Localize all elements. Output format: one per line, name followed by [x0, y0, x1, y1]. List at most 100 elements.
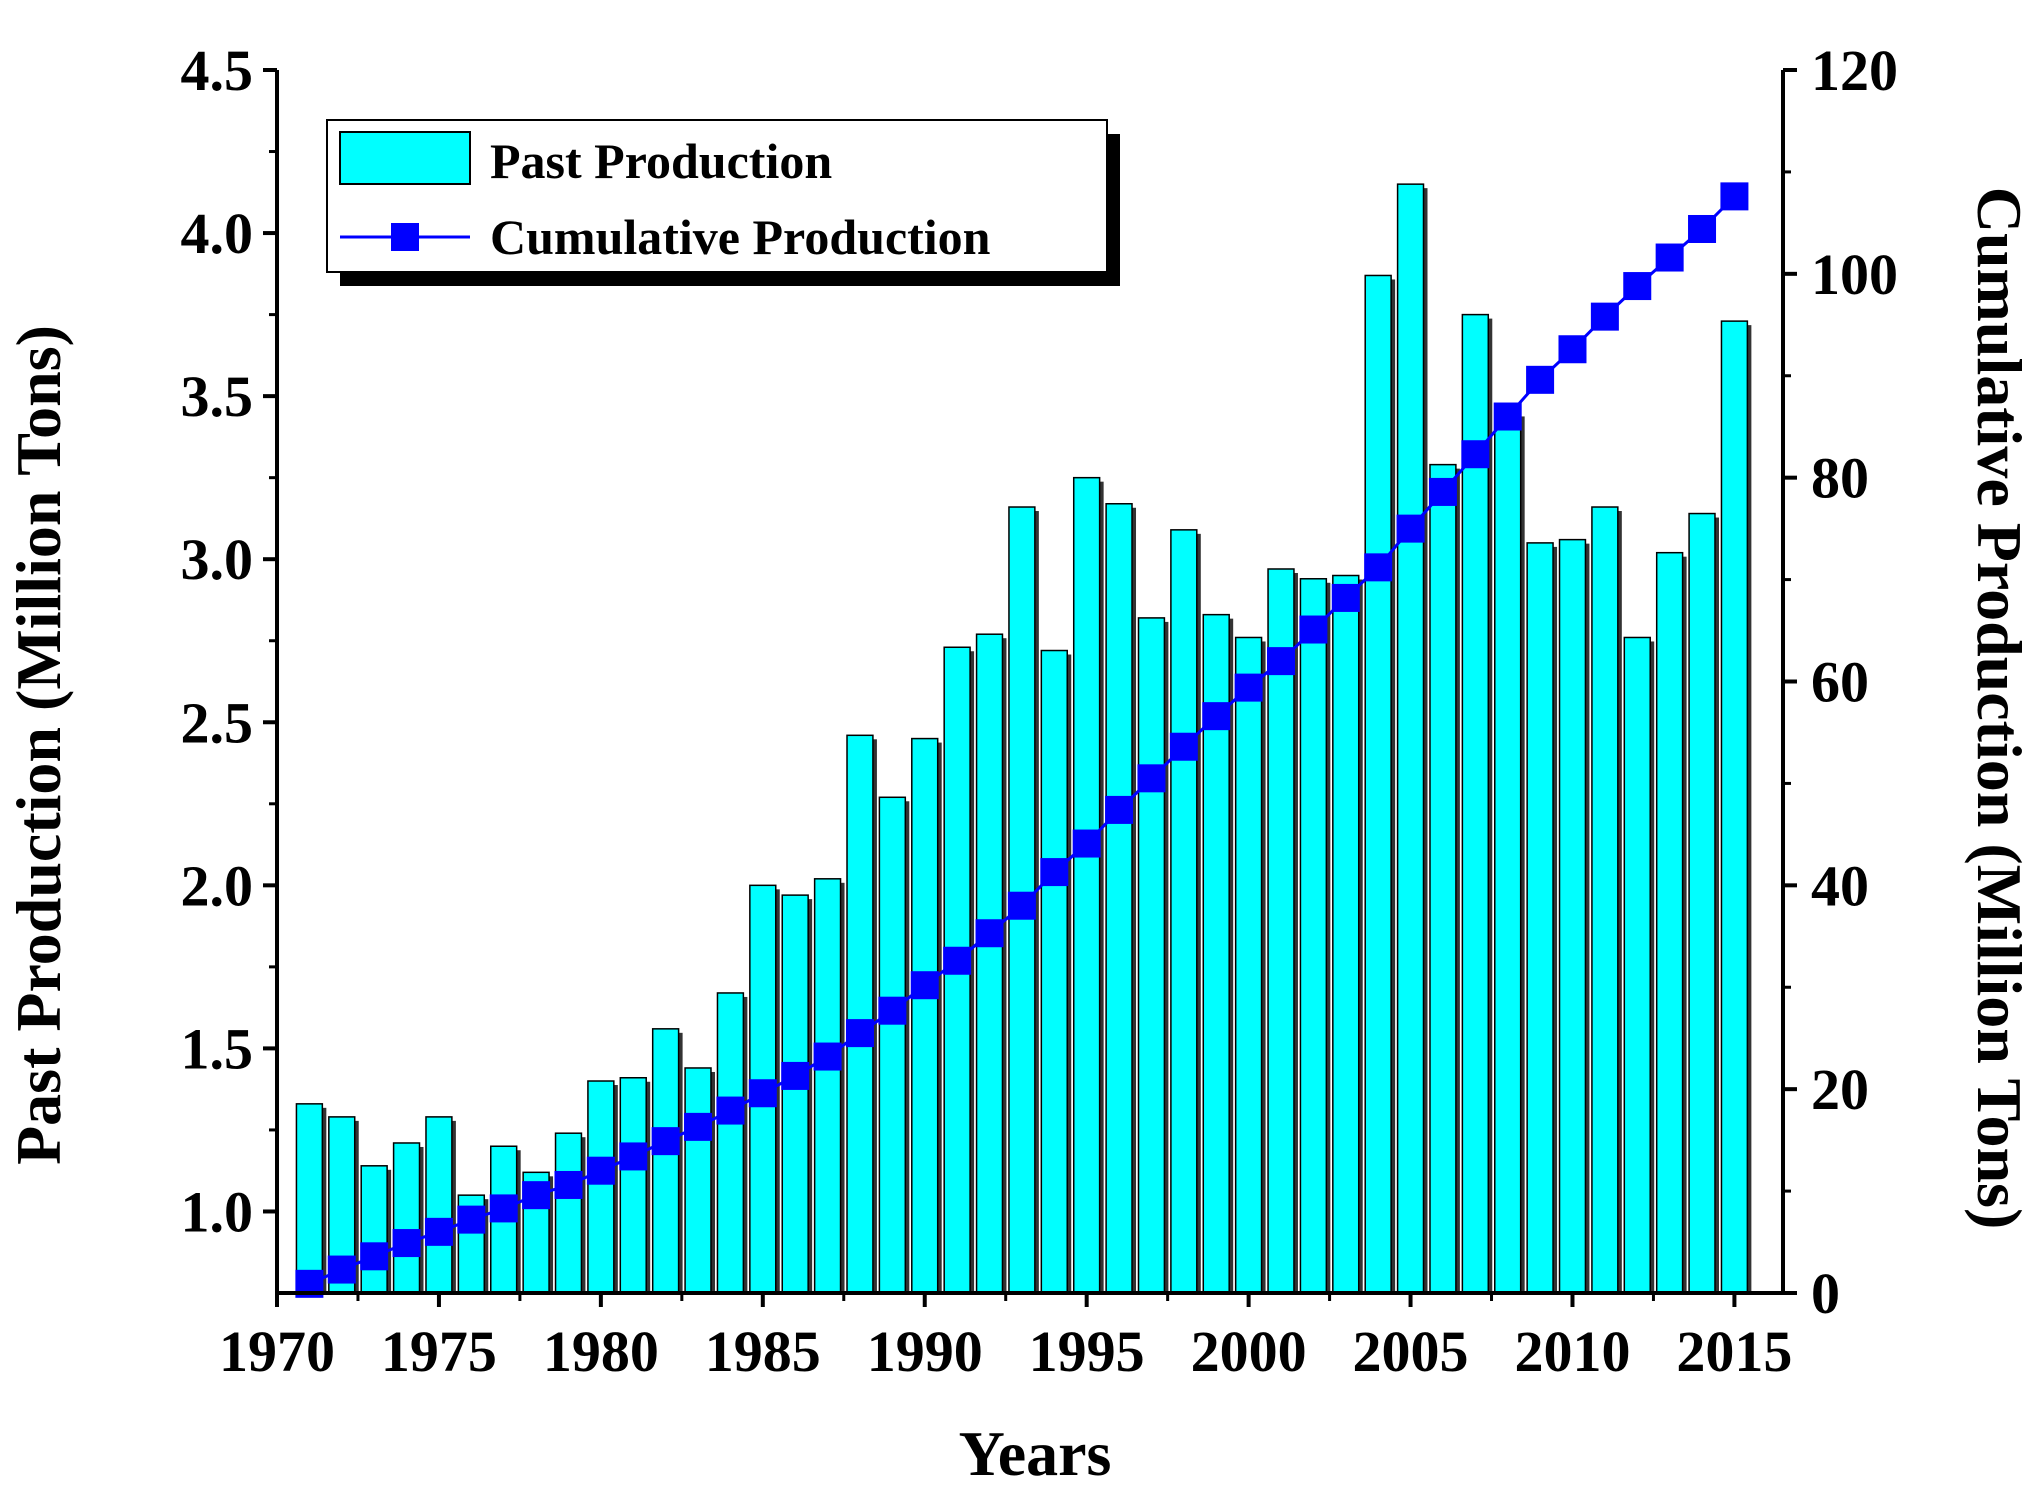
x-tick-label: 1995	[1029, 1319, 1145, 1384]
bar	[554, 1132, 583, 1294]
cumulative-marker	[1461, 440, 1490, 469]
cumulative-marker	[1007, 891, 1036, 920]
right-tick-label: 0	[1811, 1261, 1840, 1326]
cumulative-marker	[1493, 402, 1522, 431]
cumulative-marker	[716, 1096, 745, 1125]
bar	[1105, 503, 1133, 1294]
right-axis-title: Cumulative Production (Million Tons)	[1964, 187, 2035, 1230]
cumulative-marker	[1623, 272, 1652, 301]
left-tick-label: 1.0	[181, 1179, 254, 1244]
line-series	[295, 182, 1749, 1298]
right-tick-label: 80	[1811, 446, 1869, 511]
cumulative-marker	[1590, 302, 1619, 331]
right-tick-label: 40	[1811, 853, 1869, 918]
bar	[1072, 476, 1101, 1294]
cumulative-marker	[813, 1042, 842, 1071]
bar	[1170, 529, 1198, 1294]
bar	[1558, 538, 1587, 1294]
bar	[1364, 274, 1392, 1294]
cumulative-marker	[1267, 647, 1295, 676]
cumulative-marker	[1331, 583, 1360, 612]
cumulative-marker	[1169, 732, 1198, 761]
cumulative-marker	[975, 919, 1004, 948]
bar	[1461, 313, 1490, 1294]
legend-label-past-production: Past Production	[490, 133, 832, 189]
legend-label-cumulative-production: Cumulative Production	[490, 209, 991, 265]
bar	[295, 1103, 324, 1294]
bar	[425, 1116, 453, 1294]
right-tick-label: 120	[1811, 38, 1898, 103]
cumulative-marker	[1364, 553, 1393, 582]
bar	[1429, 463, 1457, 1294]
x-tick-label: 1990	[867, 1319, 983, 1384]
cumulative-marker	[1299, 615, 1328, 644]
right-tick-label: 60	[1811, 650, 1869, 715]
left-axis-title: Past Production (Million Tons)	[3, 325, 74, 1165]
left-tick-label: 4.0	[181, 201, 254, 266]
cumulative-marker	[619, 1142, 648, 1171]
bar	[1137, 617, 1166, 1294]
cumulative-marker	[910, 971, 939, 1000]
left-tick-label: 2.5	[181, 690, 254, 755]
cumulative-marker	[392, 1229, 421, 1258]
bar	[651, 1028, 680, 1294]
bar	[1234, 636, 1263, 1294]
legend: Past Production Cumulative Production	[326, 119, 1120, 286]
x-tick-label: 1975	[381, 1319, 497, 1384]
left-tick-label: 4.5	[181, 38, 254, 103]
x-tick-label: 2000	[1191, 1319, 1307, 1384]
cumulative-marker	[1202, 702, 1231, 731]
cumulative-marker	[489, 1194, 518, 1223]
bar	[1655, 551, 1684, 1294]
cumulative-marker	[1655, 243, 1684, 272]
cumulative-marker	[457, 1205, 486, 1234]
cumulative-marker	[781, 1061, 810, 1090]
bar	[392, 1142, 421, 1294]
bar	[1040, 649, 1068, 1294]
bar	[781, 894, 809, 1294]
cumulative-marker	[424, 1217, 453, 1246]
cumulative-marker	[586, 1156, 615, 1185]
cumulative-marker	[1234, 673, 1263, 702]
cumulative-marker	[943, 946, 972, 975]
bar	[813, 878, 842, 1294]
x-tick-label: 1970	[219, 1319, 335, 1384]
bar	[1332, 574, 1360, 1294]
bar-series	[295, 183, 1752, 1294]
bar	[1526, 542, 1554, 1294]
bar	[619, 1077, 647, 1294]
cumulative-marker	[1105, 795, 1134, 824]
bar	[975, 633, 1004, 1294]
cumulative-marker	[327, 1255, 356, 1284]
left-tick-label: 3.5	[181, 364, 254, 429]
cumulative-marker	[1688, 214, 1717, 243]
bar	[1299, 578, 1328, 1294]
bar	[1591, 506, 1619, 1294]
bar	[716, 992, 745, 1294]
right-tick-label: 20	[1811, 1057, 1869, 1122]
left-tick-label: 2.0	[181, 853, 254, 918]
right-tick-label: 100	[1811, 242, 1898, 307]
cumulative-marker	[1558, 335, 1587, 364]
bar	[1396, 183, 1425, 1294]
bar	[1267, 568, 1295, 1294]
cumulative-marker	[1428, 477, 1457, 506]
cumulative-marker	[522, 1181, 551, 1210]
bar	[846, 734, 874, 1294]
x-axis-title: Years	[959, 1418, 1112, 1489]
cumulative-marker	[684, 1112, 713, 1141]
cumulative-marker	[1720, 182, 1749, 211]
bar	[1720, 320, 1749, 1294]
cumulative-marker	[651, 1127, 680, 1156]
bar	[1494, 411, 1522, 1294]
bar	[360, 1165, 388, 1294]
x-tick-label: 2005	[1353, 1319, 1469, 1384]
bar	[587, 1080, 615, 1294]
legend-swatch-marker	[391, 223, 419, 251]
cumulative-marker	[748, 1079, 777, 1108]
legend-swatch-bar	[339, 131, 471, 185]
cumulative-marker	[1526, 365, 1555, 394]
bar	[1688, 512, 1716, 1294]
bar	[1623, 636, 1651, 1294]
